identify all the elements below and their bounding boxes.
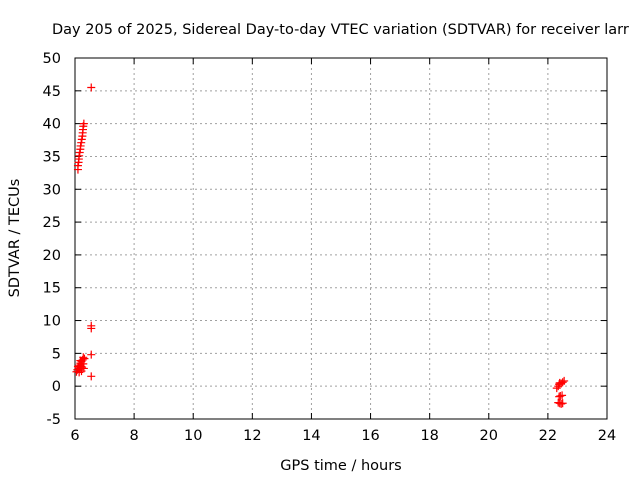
x-tick-label: 22 bbox=[539, 428, 557, 444]
data-point bbox=[557, 399, 566, 408]
y-tick-label: 5 bbox=[52, 346, 61, 362]
x-tick-label: 14 bbox=[302, 428, 320, 444]
plot-border bbox=[74, 57, 608, 420]
data-point bbox=[560, 376, 569, 385]
x-tick-label: 20 bbox=[480, 428, 498, 444]
chart-title: Day 205 of 2025, Sidereal Day-to-day VTE… bbox=[52, 22, 629, 38]
data-point bbox=[87, 324, 96, 333]
grid-lines bbox=[75, 58, 607, 419]
x-tick-label: 18 bbox=[420, 428, 438, 444]
data-point bbox=[79, 119, 88, 128]
y-axis-label: SDTVAR / TECUs bbox=[7, 179, 23, 298]
x-tick-label: 24 bbox=[598, 428, 616, 444]
data-point bbox=[75, 368, 84, 377]
data-point bbox=[87, 83, 96, 92]
y-tick-label: 45 bbox=[43, 84, 61, 100]
y-tick-label: 50 bbox=[43, 51, 61, 67]
y-tick-label: -5 bbox=[47, 412, 61, 428]
y-tick-label: 15 bbox=[43, 281, 61, 297]
data-point bbox=[80, 354, 89, 363]
data-point bbox=[558, 378, 567, 387]
data-point bbox=[79, 353, 88, 362]
data-point bbox=[87, 350, 96, 359]
y-tick-label: 40 bbox=[43, 117, 61, 133]
y-tick-label: 10 bbox=[43, 314, 61, 330]
data-point bbox=[87, 372, 96, 381]
axis-ticks bbox=[74, 57, 608, 420]
data-point bbox=[558, 399, 567, 408]
y-tick-label: 30 bbox=[43, 182, 61, 198]
y-tick-label: 35 bbox=[43, 149, 61, 165]
x-tick-label: 10 bbox=[184, 428, 202, 444]
x-tick-label: 8 bbox=[129, 428, 138, 444]
y-tick-label: 0 bbox=[52, 379, 61, 395]
tick-labels: 6 8 10 12 14 16 18 20 22 24 -5 0 5 10 15 20 25 30 35 40 45 50 bbox=[43, 51, 617, 444]
x-tick-label: 16 bbox=[361, 428, 379, 444]
data-points bbox=[72, 83, 569, 408]
x-tick-label: 6 bbox=[70, 428, 79, 444]
x-axis-label: GPS time / hours bbox=[280, 458, 401, 474]
x-tick-label: 12 bbox=[243, 428, 261, 444]
y-tick-label: 25 bbox=[43, 215, 61, 231]
data-point bbox=[558, 391, 567, 400]
data-point bbox=[556, 392, 565, 401]
y-tick-label: 20 bbox=[43, 248, 61, 264]
